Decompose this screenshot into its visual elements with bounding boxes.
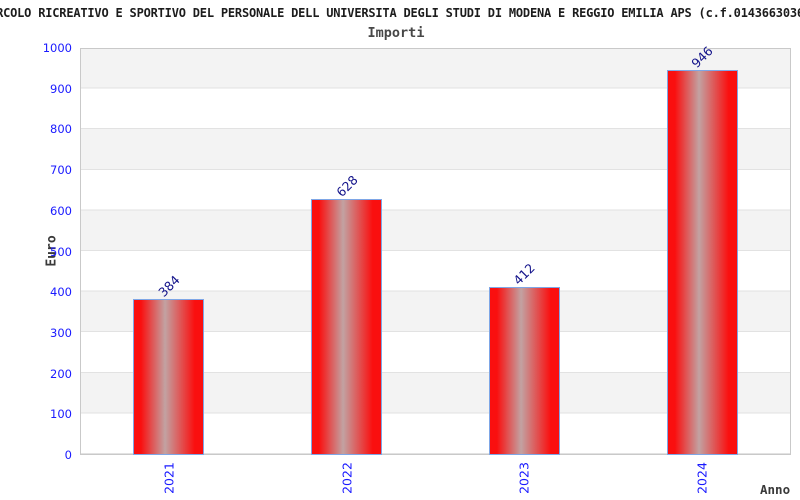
y-tick-label: 500 bbox=[50, 244, 72, 259]
y-tick-label: 900 bbox=[50, 81, 72, 96]
y-tick-label: 0 bbox=[64, 448, 72, 462]
y-tick-label: 200 bbox=[50, 366, 72, 381]
x-tick-label: 2021 bbox=[161, 462, 177, 494]
x-tick-label: 2023 bbox=[516, 462, 532, 494]
y-tick-label: 300 bbox=[50, 325, 72, 340]
bar-2023 bbox=[488, 287, 560, 455]
x-axis-title: Anno bbox=[760, 482, 791, 497]
y-tick-label: 1000 bbox=[42, 41, 72, 55]
y-tick-label: 700 bbox=[50, 163, 72, 178]
bar-2022 bbox=[311, 199, 383, 455]
x-tick-label: 2022 bbox=[339, 462, 355, 494]
bar-2021 bbox=[133, 298, 205, 455]
chart-title: CIRCOLO RICREATIVO E SPORTIVO DEL PERSON… bbox=[0, 6, 800, 20]
bar-2024 bbox=[666, 69, 738, 455]
y-tick-label: 100 bbox=[50, 407, 72, 422]
x-tick-label: 2024 bbox=[694, 462, 710, 494]
y-tick-label: 400 bbox=[50, 285, 72, 300]
chart-subtitle: Importi bbox=[367, 25, 425, 41]
y-tick-label: 800 bbox=[50, 122, 72, 137]
y-tick-label: 600 bbox=[50, 203, 72, 218]
